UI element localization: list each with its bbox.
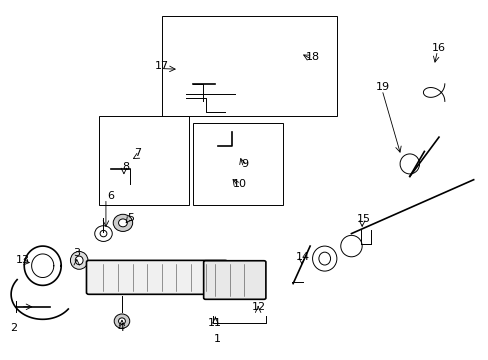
Ellipse shape bbox=[116, 181, 134, 197]
Ellipse shape bbox=[113, 214, 132, 231]
Ellipse shape bbox=[278, 37, 297, 55]
Text: 4: 4 bbox=[117, 323, 124, 333]
Ellipse shape bbox=[216, 175, 233, 191]
Text: 2: 2 bbox=[10, 323, 17, 333]
Ellipse shape bbox=[278, 51, 297, 69]
Text: 11: 11 bbox=[208, 318, 222, 328]
FancyBboxPatch shape bbox=[86, 260, 227, 294]
Ellipse shape bbox=[75, 256, 83, 265]
Text: 8: 8 bbox=[122, 162, 129, 172]
Text: 9: 9 bbox=[241, 159, 247, 169]
Ellipse shape bbox=[284, 57, 292, 64]
Text: 3: 3 bbox=[73, 248, 80, 258]
Ellipse shape bbox=[70, 251, 88, 269]
Ellipse shape bbox=[121, 185, 129, 193]
Text: 12: 12 bbox=[251, 302, 265, 312]
Ellipse shape bbox=[220, 166, 227, 173]
Ellipse shape bbox=[215, 161, 232, 177]
Ellipse shape bbox=[109, 184, 117, 191]
Text: 18: 18 bbox=[305, 52, 319, 62]
FancyBboxPatch shape bbox=[203, 261, 265, 299]
Ellipse shape bbox=[104, 179, 122, 195]
Text: 10: 10 bbox=[232, 179, 246, 189]
Ellipse shape bbox=[284, 42, 292, 50]
Ellipse shape bbox=[114, 314, 129, 328]
Text: 14: 14 bbox=[295, 252, 309, 262]
Bar bbox=[99, 116, 188, 205]
Ellipse shape bbox=[118, 318, 125, 324]
Text: 19: 19 bbox=[375, 82, 389, 92]
Text: 1: 1 bbox=[214, 334, 221, 344]
Bar bbox=[193, 123, 283, 205]
Text: 6: 6 bbox=[107, 191, 114, 201]
Bar bbox=[162, 16, 336, 116]
Text: 5: 5 bbox=[126, 212, 133, 222]
Text: 15: 15 bbox=[356, 214, 370, 224]
Text: 7: 7 bbox=[134, 148, 141, 158]
Text: 17: 17 bbox=[155, 61, 168, 71]
Ellipse shape bbox=[118, 219, 127, 227]
Ellipse shape bbox=[221, 179, 228, 186]
Text: 13: 13 bbox=[16, 255, 30, 265]
Text: 16: 16 bbox=[431, 43, 445, 53]
